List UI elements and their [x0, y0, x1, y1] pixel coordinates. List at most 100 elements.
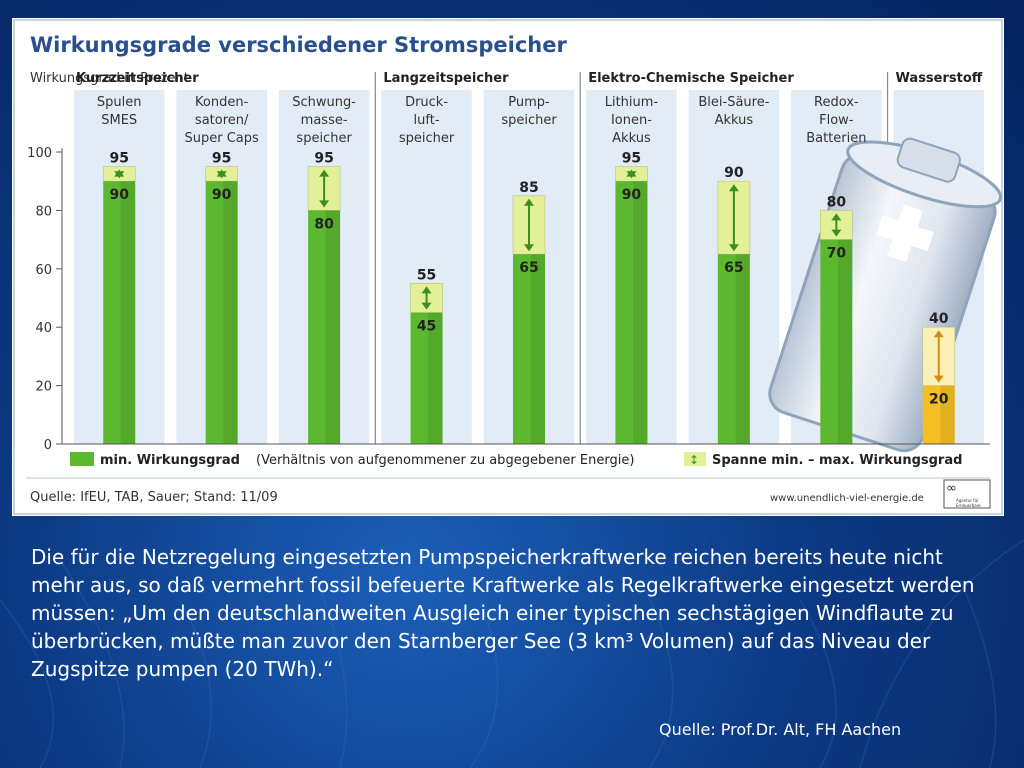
min-bar — [513, 254, 545, 444]
min-bar — [103, 181, 136, 444]
min-bar-shade — [120, 181, 136, 444]
legend-note-min: (Verhältnis von aufgenommener zu abgegeb… — [256, 453, 634, 468]
svg-text:Erneuerbare: Erneuerbare — [956, 503, 981, 508]
max-value-label: 55 — [417, 267, 436, 283]
agency-logo: ∞ Agentur für Erneuerbare — [943, 479, 991, 509]
legend-label-min: min. Wirkungsgrad — [100, 453, 240, 468]
min-bar — [820, 239, 853, 444]
group-label: Elektro-Chemische Speicher — [588, 71, 794, 86]
y-axis-label: Wirkungsgrad in Prozent — [30, 71, 189, 86]
chart-footer-url: www.unendlich-viel-energie.de — [770, 493, 924, 504]
category-label: speicher — [399, 131, 455, 146]
range-arrow-down-icon — [831, 229, 842, 237]
min-bar-shade — [325, 210, 341, 444]
slide-body-text: Die für die Netzregelung eingesetzten Pu… — [31, 545, 975, 681]
y-tick-label: 60 — [35, 263, 52, 278]
category-label: masse- — [301, 113, 348, 128]
min-value-label: 90 — [622, 187, 642, 203]
range-arrow-down-icon — [216, 171, 227, 179]
efficiency-chart: Wirkungsgrade verschiedener Stromspeiche… — [13, 19, 1003, 515]
category-label: satoren/ — [195, 113, 249, 128]
max-value-label: 40 — [929, 311, 949, 327]
group-label: Langzeitspeicher — [383, 71, 509, 86]
category-label: speicher — [501, 113, 557, 128]
category-label: Akkus — [715, 113, 754, 128]
min-bar — [922, 385, 955, 444]
category-label: Batterien — [806, 131, 866, 146]
max-value-label: 85 — [519, 180, 538, 196]
range-arrow-down-icon — [626, 171, 637, 179]
min-bar-shade — [223, 181, 238, 444]
max-value-label: 80 — [827, 194, 847, 210]
legend-range-arrow-icon: ↕ — [689, 453, 699, 467]
category-label: Spulen — [97, 95, 142, 110]
min-bar-shade — [837, 239, 853, 444]
min-bar-shade — [633, 181, 648, 444]
category-label: Super Caps — [185, 131, 260, 146]
min-bar-shade — [530, 254, 545, 444]
min-value-label: 65 — [724, 260, 743, 276]
chart-title: Wirkungsgrade verschiedener Stromspeiche… — [30, 33, 567, 57]
range-arrow-up-icon — [421, 286, 432, 294]
category-label: luft- — [414, 113, 440, 128]
min-bar — [308, 210, 341, 444]
category-label: Flow- — [819, 113, 854, 128]
legend-swatch-min — [70, 452, 94, 466]
min-bar — [717, 254, 750, 444]
min-value-label: 65 — [519, 260, 538, 276]
legend-swatch-range — [684, 452, 706, 466]
min-bar — [410, 312, 443, 444]
svg-text:Agentur für: Agentur für — [956, 498, 979, 503]
category-label: Schwung- — [292, 95, 356, 110]
max-value-label: 95 — [622, 151, 641, 167]
category-label: Lithium- — [605, 95, 659, 110]
min-value-label: 45 — [417, 319, 436, 335]
range-arrow-down-icon — [524, 244, 534, 252]
range-arrow-down-icon — [114, 171, 125, 179]
category-label: Blei-Säure- — [698, 95, 769, 110]
range-arrow-down-icon — [933, 375, 944, 383]
chart-panel: Wirkungsgrade verschiedener Stromspeiche… — [12, 18, 1004, 516]
group-label: Wasserstoff — [896, 71, 983, 86]
category-label: speicher — [296, 131, 352, 146]
range-arrow-up-icon — [831, 213, 842, 221]
category-label: Ionen- — [611, 113, 652, 128]
range-arrow-up-icon — [728, 184, 739, 192]
min-bar-shade — [428, 312, 443, 444]
max-value-label: 95 — [212, 151, 231, 167]
category-label: Druck- — [405, 95, 448, 110]
range-arrow-up-icon — [524, 198, 534, 206]
max-value-label: 95 — [109, 151, 128, 167]
chart-footer-source: Quelle: IfEU, TAB, Sauer; Stand: 11/09 — [30, 490, 278, 505]
min-value-label: 90 — [109, 187, 129, 203]
y-tick-label: 0 — [44, 438, 52, 453]
max-value-label: 95 — [314, 151, 333, 167]
category-label: Redox- — [814, 95, 859, 110]
range-arrow-down-icon — [728, 244, 739, 252]
category-label: Pump- — [508, 95, 550, 110]
group-label: Kurzzeitspeicher — [76, 71, 199, 86]
min-value-label: 20 — [929, 392, 949, 408]
y-tick-label: 20 — [35, 380, 52, 395]
y-tick-label: 80 — [35, 204, 52, 219]
min-value-label: 70 — [827, 246, 847, 262]
max-value-label: 90 — [724, 165, 744, 181]
min-bar — [615, 181, 648, 444]
min-bar-shade — [735, 254, 750, 444]
min-bar-shade — [940, 385, 955, 444]
legend-label-range: Spanne min. – max. Wirkungsgrad — [712, 453, 962, 468]
slide-source: Quelle: Prof.Dr. Alt, FH Aachen — [659, 720, 902, 739]
min-value-label: 90 — [212, 187, 232, 203]
y-tick-label: 40 — [35, 321, 52, 336]
category-label: Konden- — [195, 95, 249, 110]
min-bar — [205, 181, 238, 444]
range-arrow-down-icon — [421, 302, 432, 310]
category-label: Akkus — [612, 131, 651, 146]
range-arrow-up-icon — [319, 169, 330, 177]
y-tick-label: 100 — [27, 146, 52, 161]
min-value-label: 80 — [314, 216, 334, 232]
range-arrow-down-icon — [319, 200, 330, 208]
range-arrow-up-icon — [933, 330, 944, 338]
legend: min. Wirkungsgrad (Verhältnis von aufgen… — [70, 452, 962, 468]
